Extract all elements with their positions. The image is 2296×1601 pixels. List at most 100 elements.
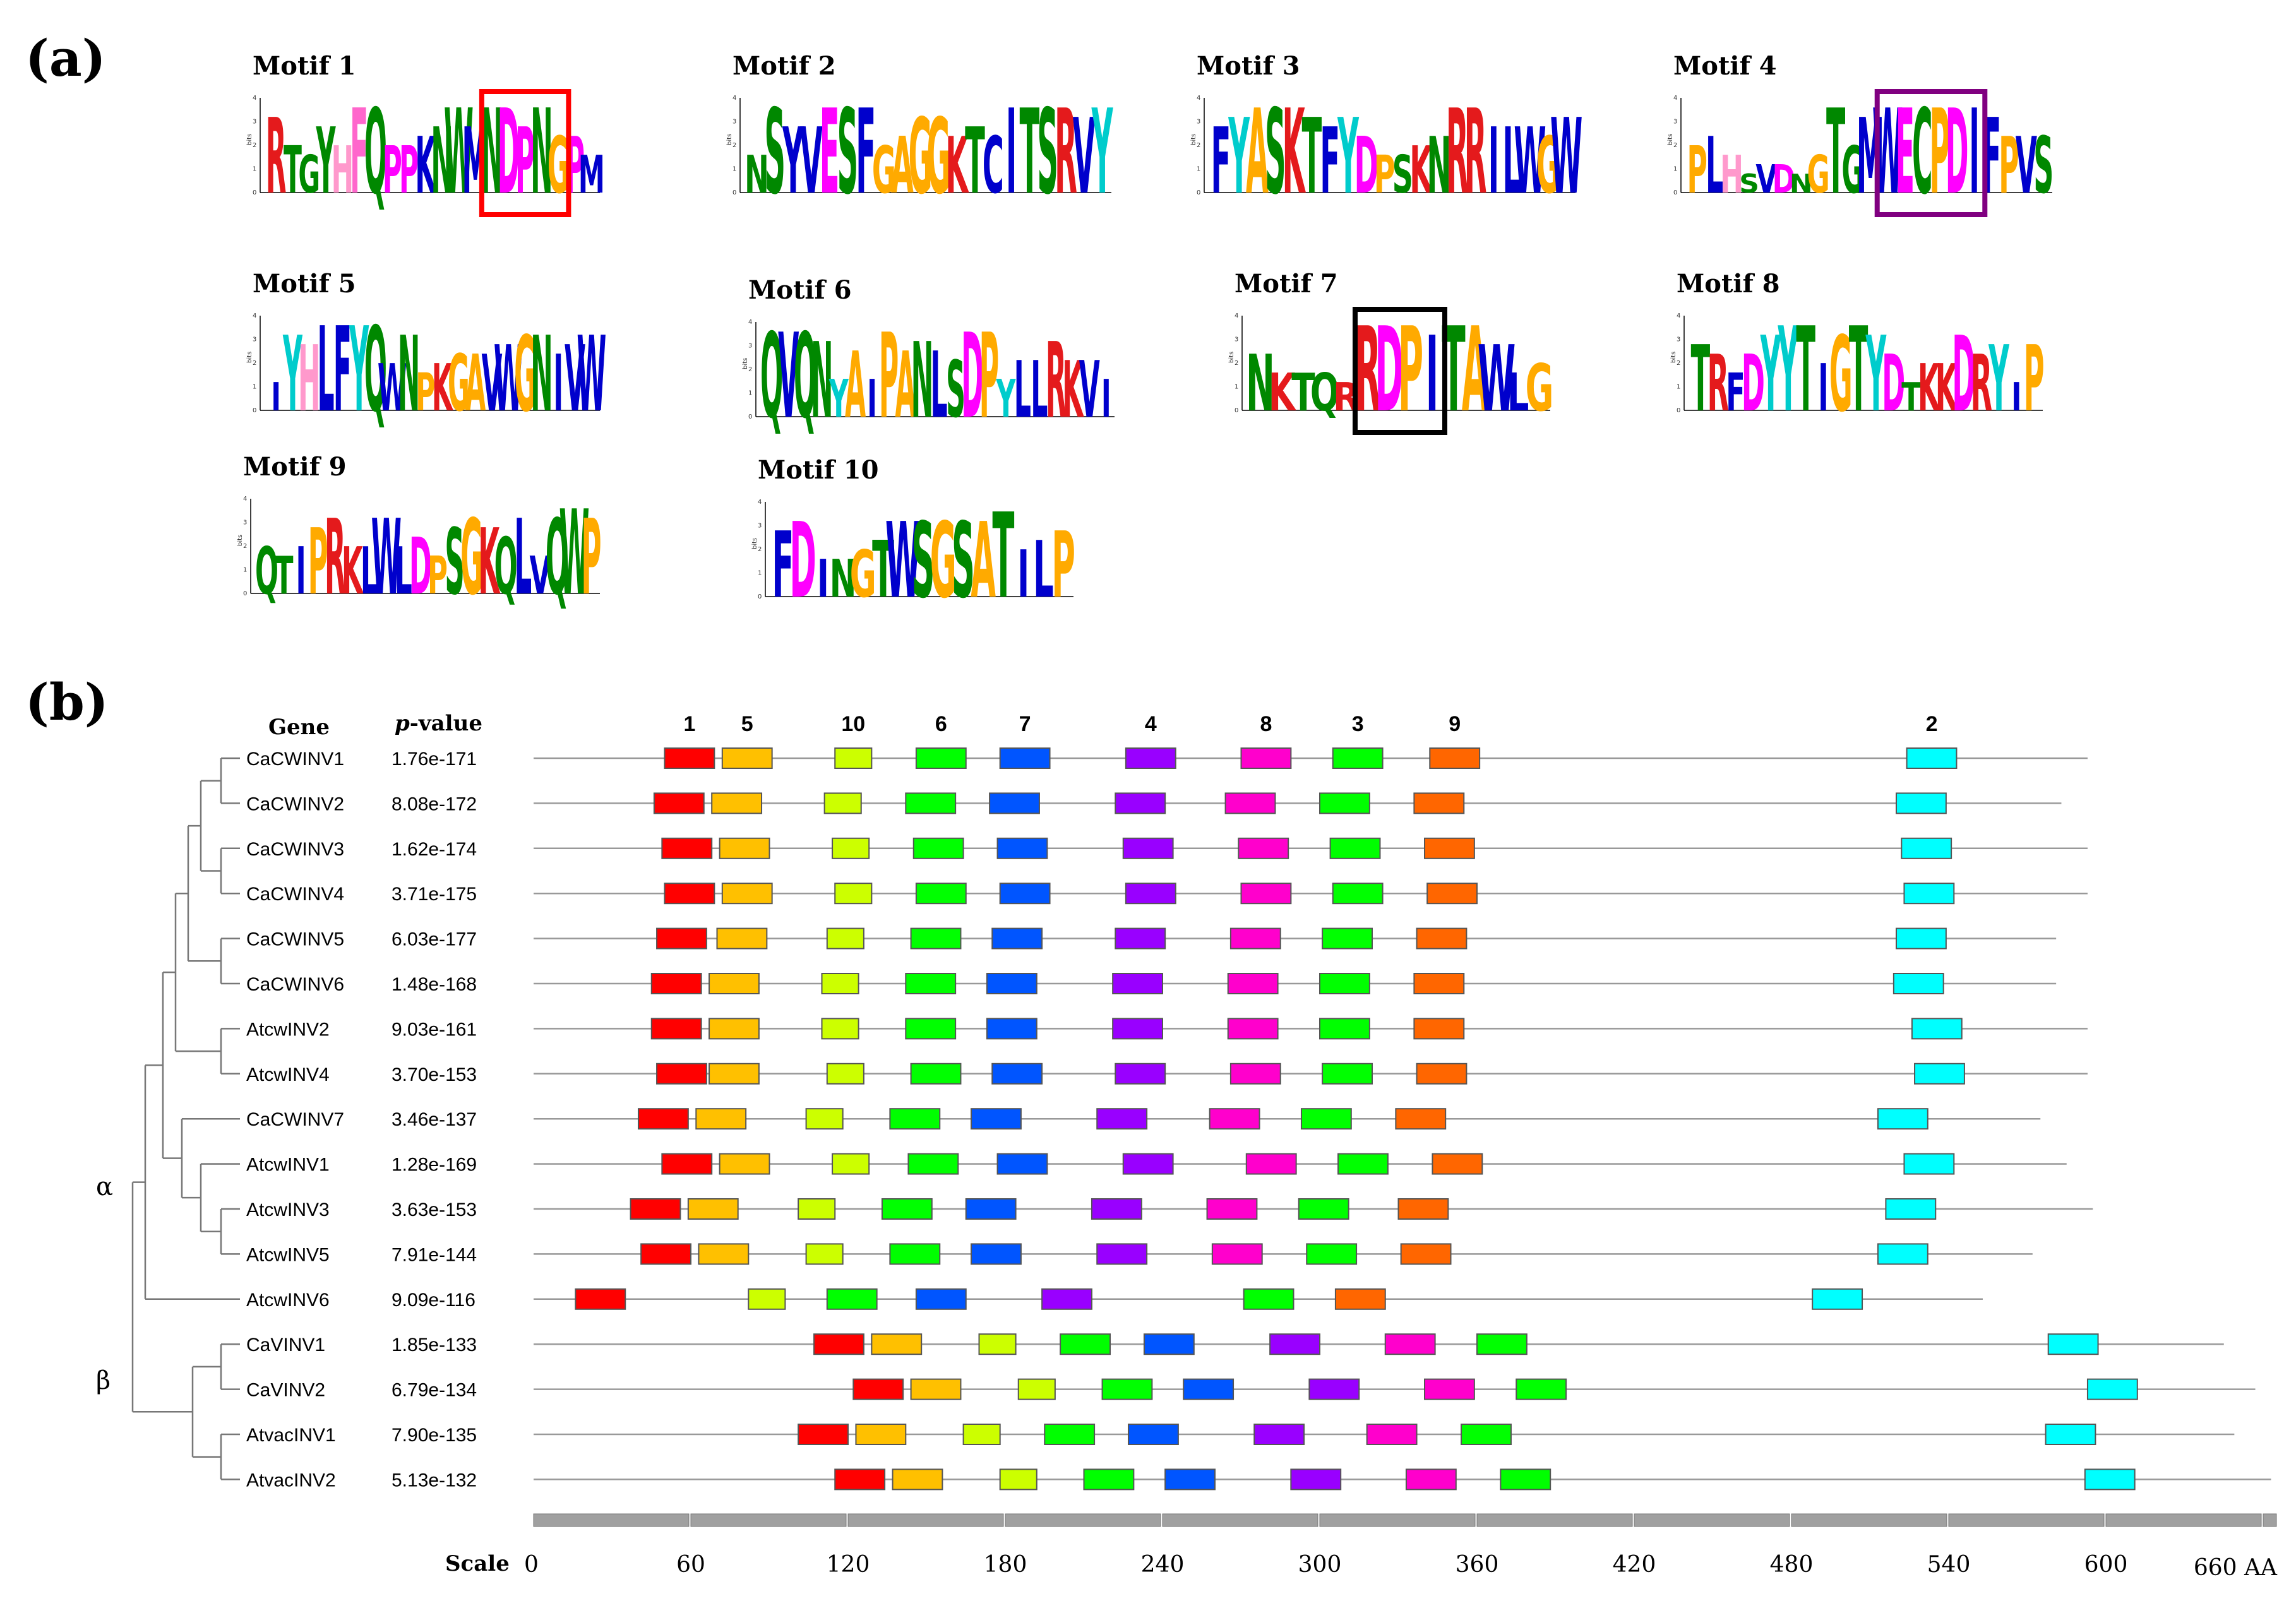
logo-letter: Y: [828, 369, 849, 429]
motif-box-6: [1101, 1378, 1153, 1400]
panel-b-label: (b): [25, 672, 109, 732]
motif-box-8: [1366, 1424, 1418, 1445]
motif-header-7: 7: [1019, 712, 1031, 736]
logo-y-label: bits: [1228, 352, 1235, 363]
logo-y-tick: 3: [243, 520, 247, 527]
motif-box-3: [1516, 1378, 1567, 1400]
logo-y-tick: 2: [253, 142, 256, 149]
logo-letter: W: [444, 84, 474, 220]
motif-box-10: [832, 837, 870, 859]
panel-a-label: (a): [25, 28, 106, 88]
logo-letter: I: [1017, 537, 1029, 612]
gene-pvalue: 3.46e-137: [392, 1109, 477, 1130]
gene-name: AtcwINV4: [246, 1064, 330, 1085]
logo-letter: T: [1291, 363, 1315, 423]
logo-y-tick: 1: [732, 166, 736, 173]
motif-header-5: 5: [741, 712, 753, 736]
logo-y-tick: 2: [1197, 142, 1200, 149]
motif-box-10: [832, 1153, 870, 1175]
motif-box-7: [1143, 1333, 1195, 1355]
logo-letter: I: [271, 375, 281, 420]
logo-letter: Y: [1988, 327, 2009, 432]
logo-letter: N: [530, 315, 553, 435]
pvalue-header: p-value: [395, 711, 482, 736]
logo-letter: T: [1826, 84, 1845, 220]
logo-letter: R: [1446, 85, 1469, 220]
logo-letter: C: [1912, 84, 1932, 220]
motif-box-8: [1209, 1108, 1260, 1130]
logo-letter: T: [1302, 97, 1322, 218]
motif-box-4: [1253, 1424, 1305, 1445]
logo-letter: R: [1707, 338, 1729, 429]
clade-label-beta: β: [96, 1366, 111, 1395]
motif-box-10: [826, 1062, 864, 1085]
logo-letter: A: [891, 121, 914, 211]
motif-box-8: [1224, 792, 1276, 814]
motif-box-4: [1125, 747, 1176, 769]
logo-letter: K: [1935, 350, 1958, 426]
logo-y-label: bits: [246, 134, 253, 145]
gene-name: CaCWINV5: [246, 929, 344, 950]
logo-letter: G: [298, 145, 320, 206]
motif-header-10: 10: [841, 712, 865, 736]
scale-segment: [2105, 1513, 2262, 1527]
motif-box-2: [1903, 1153, 1955, 1175]
logo-letter: T: [1020, 85, 1040, 220]
motif-highlight-box: [1874, 89, 1988, 217]
scale-segment: [1948, 1513, 2105, 1527]
logo-letter: G: [872, 133, 896, 208]
motif-box-7: [971, 1108, 1022, 1130]
logo-letter: S: [837, 85, 858, 220]
motif-box-5: [855, 1424, 907, 1445]
logo-letter: P: [1687, 133, 1707, 208]
logo-y-label: bits: [1190, 134, 1197, 145]
logo-letter: V: [2016, 121, 2037, 211]
logo-letter: I: [1006, 85, 1017, 220]
logo-letter: N: [1427, 121, 1452, 211]
logo-letter: G: [547, 120, 570, 211]
gene-row-CaCWINV3: CaCWINV3 1.62e-174: [246, 837, 2088, 860]
logo-letter: R: [1464, 85, 1487, 220]
motif-box-1: [834, 1468, 886, 1491]
gene-name: AtcwINV5: [246, 1244, 330, 1265]
logo-letter: L: [514, 497, 532, 618]
logo-y-tick: 1: [1197, 166, 1200, 173]
motif-box-2: [1906, 747, 1958, 769]
gene-pvalue: 8.08e-172: [392, 794, 477, 814]
motif-box-2: [1901, 837, 1952, 859]
clade-label-alpha: α: [96, 1172, 113, 1201]
gene-row-AtvacINV1: AtvacINV1 7.90e-135: [246, 1424, 2235, 1446]
motif-box-6: [910, 1062, 962, 1085]
gene-row-AtvacINV2: AtvacINV2 5.13e-132: [246, 1468, 2271, 1491]
motif-box-1: [638, 1108, 689, 1130]
motif-highlight-box: [1353, 307, 1447, 435]
logo-letter: S: [445, 509, 464, 616]
logo-letter: V: [482, 338, 503, 429]
gene-pvalue: 7.90e-135: [392, 1425, 477, 1446]
logo-letter: K: [1283, 85, 1306, 220]
motif-box-8: [1384, 1333, 1436, 1355]
logo-letter: S: [952, 500, 975, 621]
logo-letter: Q: [760, 308, 783, 444]
logo-letter: G: [1807, 145, 1830, 205]
logo-letter: V: [1755, 157, 1778, 202]
motif-logo-title: Motif 6: [748, 275, 852, 305]
gene-pvalue: 1.85e-133: [392, 1335, 477, 1355]
logo-letter: D: [789, 500, 816, 621]
motif-box-4: [1308, 1378, 1360, 1400]
logo-letter: Y: [1865, 315, 1887, 436]
motif-box-9: [1426, 883, 1478, 905]
motif-box-2: [1914, 1062, 1965, 1085]
logo-letter: S: [946, 344, 966, 435]
motif-box-2: [1877, 1243, 1928, 1265]
logo-y-label: bits: [1667, 134, 1674, 145]
logo-letter: L: [1033, 525, 1054, 616]
logo-y-tick: 0: [748, 414, 752, 420]
motif-box-1: [664, 747, 715, 769]
logo-letter: P: [383, 133, 402, 208]
scale-end-label: 660 AA: [2194, 1555, 2278, 1581]
motif-box-3: [1300, 1108, 1352, 1130]
gene-row-AtcwINV5: AtcwINV5 7.91e-144: [246, 1243, 2033, 1265]
